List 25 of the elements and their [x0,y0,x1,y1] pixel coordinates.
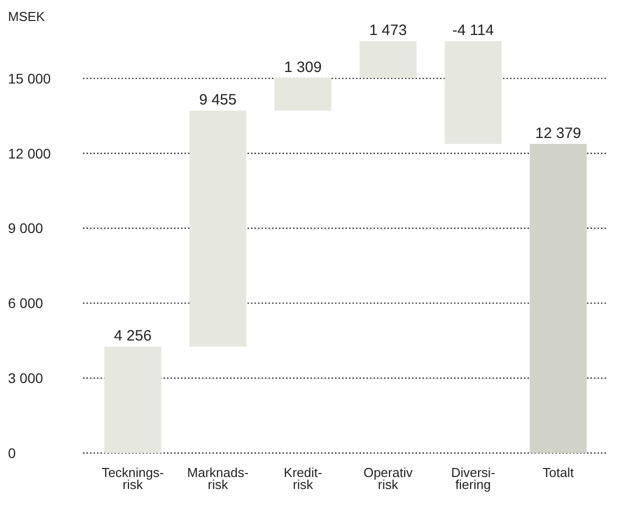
y-tick-label: 9 000 [8,220,44,236]
x-tick-label: Kredit- risk [284,465,322,492]
data-label: 12 379 [535,124,582,142]
y-tick-label: 12 000 [8,145,52,162]
data-label: 4 256 [114,328,152,345]
x-tick-label: Diversi- fiering [451,465,496,492]
y-tick-label: 15 000 [8,70,52,86]
y-axis-title: MSEK [8,9,46,24]
bar [189,110,246,347]
x-tick-label: Totalt [542,465,574,480]
x-tick-label: Marknads- risk [187,465,249,492]
bar [444,41,502,144]
y-tick-label: 6 000 [8,295,44,312]
bar [360,41,417,78]
data-label: 9 455 [199,92,237,109]
bar [104,346,162,453]
data-label: -4 114 [452,22,494,40]
bar [530,144,587,453]
y-tick-label: 0 [8,444,16,461]
bar [274,78,332,111]
y-tick-label: 3 000 [8,370,44,386]
x-tick-label: Operativ risk [363,465,414,492]
x-tick-label: Tecknings- risk [102,465,164,492]
data-label: 1 473 [369,22,407,40]
data-label: 1 309 [284,58,322,76]
